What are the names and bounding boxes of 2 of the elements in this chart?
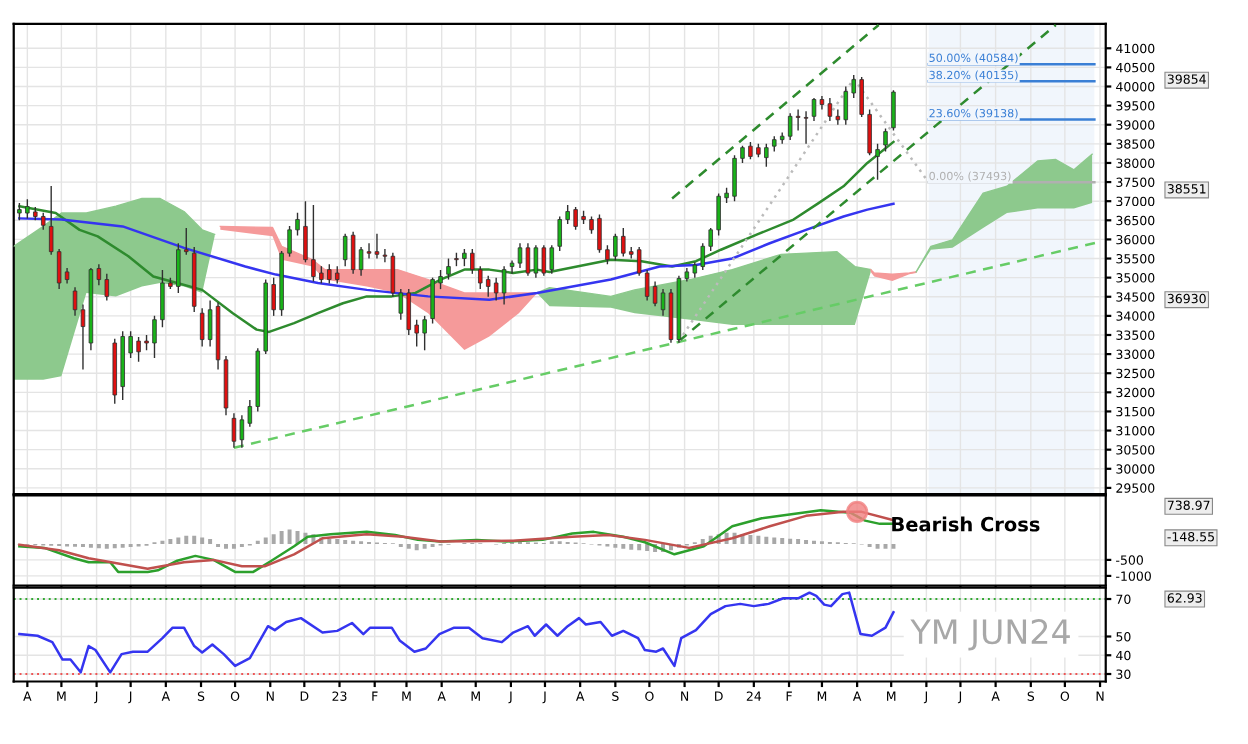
text: YM JUN24 <box>910 619 1070 651</box>
annotation: Bearish Cross <box>892 516 1040 532</box>
